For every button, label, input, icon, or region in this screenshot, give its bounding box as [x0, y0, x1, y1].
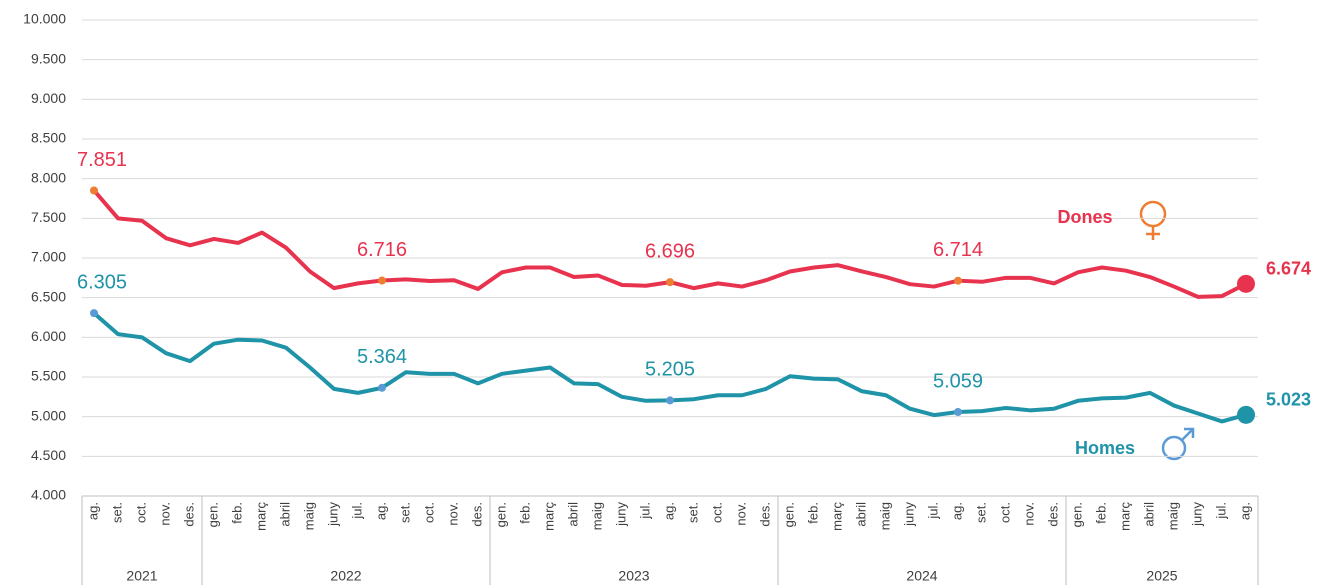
x-tick-label: nov. [1021, 502, 1036, 526]
data-label: 5.205 [645, 359, 695, 381]
point-marker [1237, 405, 1255, 424]
female-symbol [1139, 200, 1167, 240]
data-label: 6.674 [1266, 259, 1311, 279]
point-marker [954, 276, 962, 285]
x-tick-label: maig [589, 502, 604, 530]
male-symbol [1161, 427, 1195, 461]
y-tick-label: 8.000 [31, 169, 66, 185]
data-label: 6.716 [357, 239, 407, 261]
x-tick-label: gen. [493, 502, 508, 527]
x-tick-label: des. [757, 502, 772, 527]
point-marker [378, 383, 386, 392]
data-label: 5.023 [1266, 390, 1311, 410]
series-name: Dones [1057, 207, 1112, 227]
y-tick-label: 10.000 [23, 11, 66, 27]
y-tick-label: 6.500 [31, 288, 66, 304]
x-tick-label: juny [1189, 502, 1204, 527]
x-tick-label: oct. [709, 502, 724, 523]
data-label: 5.059 [933, 370, 983, 392]
x-tick-label: abril [1141, 502, 1156, 527]
x-tick-label: jul. [637, 502, 652, 520]
x-tick-label: gen. [205, 502, 220, 527]
point-marker [666, 396, 674, 405]
y-tick-label: 4.500 [31, 447, 66, 463]
y-tick-label: 7.000 [31, 249, 66, 265]
x-tick-label: oct. [997, 502, 1012, 523]
data-label: 5.364 [357, 346, 407, 368]
y-tick-label: 8.500 [31, 130, 66, 146]
data-label: 6.714 [933, 239, 983, 261]
x-tick-label: març [1117, 502, 1132, 531]
x-tick-label: nov. [733, 502, 748, 526]
x-tick-label: jul. [349, 502, 364, 520]
point-marker [1237, 274, 1255, 293]
x-tick-label: feb. [517, 502, 532, 524]
x-tick-label: set. [973, 502, 988, 523]
x-tick-label: gen. [781, 502, 796, 527]
y-tick-label: 5.500 [31, 368, 66, 384]
data-label: 6.305 [77, 271, 127, 293]
series-name: Homes [1075, 438, 1135, 458]
point-marker [954, 407, 962, 416]
x-tick-label: maig [301, 502, 316, 530]
x-tick-label: ag. [949, 502, 964, 520]
x-tick-label: set. [109, 502, 124, 523]
point-marker [378, 276, 386, 285]
x-tick-label: oct. [421, 502, 436, 523]
y-tick-label: 9.500 [31, 50, 66, 66]
x-tick-label: jul. [925, 502, 940, 520]
y-tick-label: 5.000 [31, 407, 66, 423]
x-tick-label: feb. [805, 502, 820, 524]
x-tick-label: des. [1045, 502, 1060, 527]
data-label: 6.696 [645, 240, 695, 262]
x-tick-label: abril [565, 502, 580, 527]
x-tick-label: gen. [1069, 502, 1084, 527]
x-tick-label: abril [853, 502, 868, 527]
x-tick-label: feb. [229, 502, 244, 524]
x-tick-label: set. [685, 502, 700, 523]
x-tick-label: ag. [373, 502, 388, 520]
point-marker [90, 186, 98, 195]
y-tick-label: 7.500 [31, 209, 66, 225]
x-tick-label: maig [877, 502, 892, 530]
y-tick-label: 6.000 [31, 328, 66, 344]
year-label: 2021 [126, 568, 157, 584]
x-tick-label: nov. [157, 502, 172, 526]
x-tick-label: feb. [1093, 502, 1108, 524]
x-tick-label: març [541, 502, 556, 531]
point-marker [90, 309, 98, 318]
x-tick-label: ag. [661, 502, 676, 520]
x-tick-label: ag. [85, 502, 100, 520]
x-tick-label: nov. [445, 502, 460, 526]
x-tick-label: des. [181, 502, 196, 527]
x-tick-label: maig [1165, 502, 1180, 530]
y-tick-label: 9.000 [31, 90, 66, 106]
x-tick-label: juny [325, 502, 340, 527]
year-label: 2022 [330, 568, 361, 584]
point-marker [666, 278, 674, 287]
year-label: 2025 [1146, 568, 1177, 584]
y-tick-label: 4.000 [31, 487, 66, 503]
x-tick-label: juny [613, 502, 628, 527]
x-tick-label: abril [277, 502, 292, 527]
x-tick-label: jul. [1213, 502, 1228, 520]
data-label: 7.851 [77, 149, 127, 171]
x-tick-label: març [253, 502, 268, 531]
year-label: 2024 [906, 568, 937, 584]
x-tick-label: des. [469, 502, 484, 527]
x-tick-label: ag. [1237, 502, 1252, 520]
x-tick-label: març [829, 502, 844, 531]
x-tick-label: set. [397, 502, 412, 523]
x-tick-label: oct. [133, 502, 148, 523]
year-label: 2023 [618, 568, 649, 584]
x-tick-label: juny [901, 502, 916, 527]
